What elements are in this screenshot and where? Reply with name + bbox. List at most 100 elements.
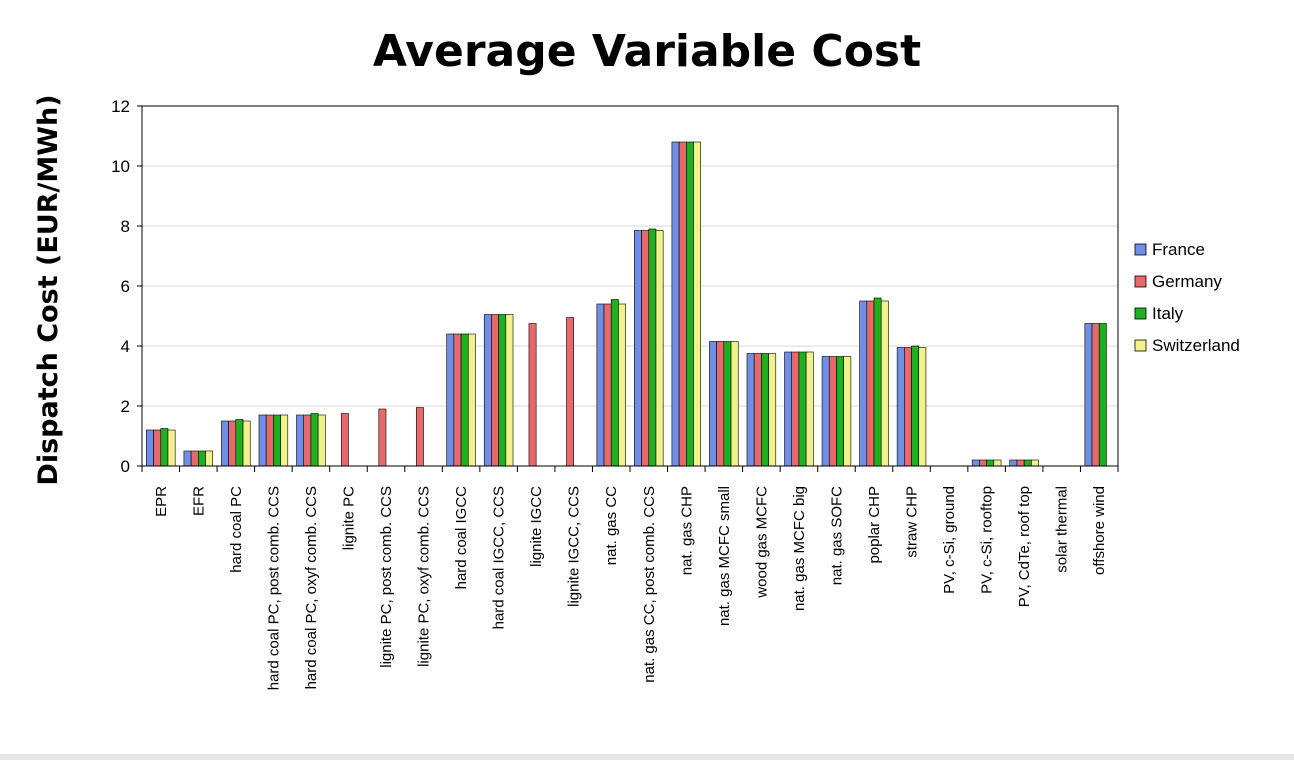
y-tick-label-0: 0 <box>121 457 130 476</box>
bar-switzerland-2 <box>242 420 251 467</box>
bar-switzerland-17 <box>805 351 814 467</box>
bar-france-3 <box>258 414 267 467</box>
bar-switzerland-18 <box>843 356 852 467</box>
bar-italy-3 <box>273 414 281 467</box>
bar-italy-25 <box>1098 323 1107 467</box>
bar-france-20 <box>896 347 905 467</box>
bar-switzerland-16 <box>768 353 777 467</box>
bar-france-4 <box>296 414 305 467</box>
bars <box>146 141 1107 467</box>
y-tick-label-1: 2 <box>121 397 130 416</box>
x-tick-label-21: PV, c-Si, ground <box>941 486 958 594</box>
bar-switzerland-14 <box>693 141 702 467</box>
bar-germany-0 <box>153 429 162 467</box>
bar-switzerland-20 <box>918 347 927 467</box>
bar-italy-22 <box>986 459 995 467</box>
bar-switzerland-0 <box>167 429 176 467</box>
legend-label-germany: Germany <box>1152 272 1222 291</box>
x-tick-label-25: offshore wind <box>1091 486 1108 575</box>
bar-france-19 <box>859 300 868 467</box>
bar-switzerland-22 <box>993 459 1002 467</box>
bar-switzerland-4 <box>317 414 326 467</box>
y-tick-label-5: 10 <box>111 157 130 176</box>
y-tick-labels: 0 2 4 6 8 10 12 <box>111 97 130 476</box>
legend-label-france: France <box>1152 240 1205 259</box>
bar-italy-8 <box>460 333 469 467</box>
x-tick-label-19: poplar CHP <box>866 486 883 564</box>
legend-swatch-germany <box>1134 275 1147 288</box>
bar-italy-0 <box>160 428 169 467</box>
bar-germany-18 <box>828 356 837 467</box>
bar-france-16 <box>746 353 755 467</box>
x-tick-label-2: hard coal PC <box>228 486 245 573</box>
bar-germany-8 <box>453 333 462 467</box>
bar-france-23 <box>1009 459 1018 467</box>
bar-germany-23 <box>1016 459 1025 467</box>
x-tick-label-18: nat. gas SOFC <box>828 486 845 585</box>
x-tick-label-14: nat. gas CHP <box>678 486 695 575</box>
bar-switzerland-15 <box>730 341 739 467</box>
x-tick-label-15: nat. gas MCFC small <box>716 486 733 626</box>
x-tick-label-4: hard coal PC, oxyf comb. CCS <box>303 486 320 689</box>
bar-germany-5 <box>340 413 349 467</box>
x-tick-labels: EPR EFR hard coal PC hard coal PC, post com… <box>153 486 1108 690</box>
legend-label-switzerland: Switzerland <box>1152 336 1240 355</box>
bar-france-15 <box>709 341 717 467</box>
bar-switzerland-3 <box>280 414 289 467</box>
bar-germany-22 <box>979 459 987 467</box>
bar-germany-4 <box>303 414 312 467</box>
bar-france-2 <box>221 420 229 467</box>
bar-switzerland-12 <box>618 303 626 467</box>
y-tick-label-6: 12 <box>111 97 130 116</box>
bar-france-25 <box>1084 323 1093 467</box>
bar-germany-19 <box>866 300 875 467</box>
x-tick-label-8: hard coal IGCC <box>453 486 470 590</box>
bar-germany-20 <box>904 347 912 467</box>
bar-italy-20 <box>911 345 920 467</box>
bar-italy-1 <box>198 450 206 467</box>
bar-germany-9 <box>491 314 499 467</box>
bar-germany-2 <box>228 420 237 467</box>
x-tick-label-22: PV, c-Si, rooftop <box>979 486 996 594</box>
y-axis-label: Dispatch Cost (EUR/MWh) <box>33 94 64 485</box>
bar-switzerland-8 <box>467 333 476 467</box>
bar-germany-13 <box>641 230 650 467</box>
x-tick-label-3: hard coal PC, post comb. CCS <box>265 486 282 690</box>
x-tick-label-13: nat. gas CC, post comb. CCS <box>641 486 658 683</box>
bar-switzerland-23 <box>1031 459 1039 467</box>
bar-germany-3 <box>265 414 274 467</box>
bar-italy-9 <box>498 314 507 467</box>
bar-germany-14 <box>678 141 687 467</box>
x-tick-label-5: lignite PC <box>340 486 357 550</box>
bar-switzerland-1 <box>205 450 214 467</box>
bar-germany-25 <box>1091 323 1100 467</box>
bar-france-8 <box>446 333 455 467</box>
bar-italy-2 <box>235 419 244 467</box>
bar-switzerland-9 <box>505 314 514 467</box>
bar-germany-7 <box>416 407 424 467</box>
x-tick-label-9: hard coal IGCC, CCS <box>491 486 508 629</box>
bar-italy-12 <box>610 299 619 467</box>
bar-italy-17 <box>798 351 807 467</box>
bar-italy-4 <box>310 413 319 467</box>
bar-italy-19 <box>873 297 882 467</box>
bar-germany-15 <box>716 341 725 467</box>
bar-germany-12 <box>603 303 612 467</box>
x-tick-label-7: lignite PC, oxyf comb. CCS <box>416 486 433 667</box>
bar-switzerland-13 <box>655 230 664 467</box>
bar-france-17 <box>784 351 793 467</box>
bar-france-12 <box>596 303 605 467</box>
bar-germany-10 <box>528 323 537 467</box>
bar-france-1 <box>183 450 192 467</box>
y-tick-label-2: 4 <box>121 337 130 356</box>
bar-germany-17 <box>791 351 800 467</box>
legend-label-italy: Italy <box>1152 304 1184 323</box>
x-tick-label-17: nat. gas MCFC big <box>791 486 808 611</box>
bar-italy-15 <box>723 341 732 467</box>
legend-swatch-italy <box>1134 307 1147 320</box>
bar-germany-1 <box>190 450 199 467</box>
y-tick-label-4: 8 <box>121 217 130 236</box>
x-tick-label-11: lignite IGCC, CCS <box>566 486 583 607</box>
x-tick-label-6: lignite PC, post comb. CCS <box>378 486 395 668</box>
